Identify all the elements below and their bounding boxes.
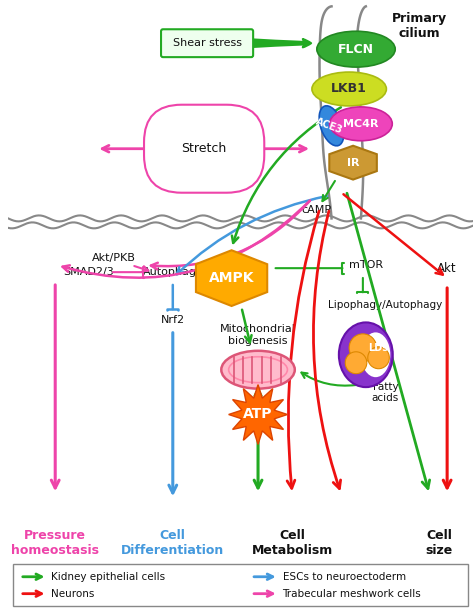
Text: Nrf2: Nrf2 bbox=[161, 315, 185, 325]
Text: Autophagy: Autophagy bbox=[143, 267, 203, 277]
Ellipse shape bbox=[317, 31, 395, 67]
Text: Lipophagy/Autophagy: Lipophagy/Autophagy bbox=[328, 300, 443, 310]
Text: mTOR: mTOR bbox=[349, 260, 383, 270]
Text: Cell
size: Cell size bbox=[426, 529, 453, 557]
Ellipse shape bbox=[329, 107, 392, 141]
Text: Neurons: Neurons bbox=[51, 589, 95, 598]
Text: Mitochondrial
biogenesis: Mitochondrial biogenesis bbox=[220, 324, 296, 346]
Ellipse shape bbox=[339, 323, 393, 387]
Text: ESCs to neuroectoderm: ESCs to neuroectoderm bbox=[283, 572, 406, 582]
Text: FLCN: FLCN bbox=[338, 43, 374, 56]
Text: ACE3: ACE3 bbox=[315, 117, 345, 135]
Text: Trabecular meshwork cells: Trabecular meshwork cells bbox=[283, 589, 421, 598]
Text: MC4R: MC4R bbox=[343, 119, 379, 129]
Polygon shape bbox=[196, 250, 267, 306]
FancyBboxPatch shape bbox=[13, 564, 468, 606]
Ellipse shape bbox=[312, 72, 386, 106]
Text: Cell
Differentiation: Cell Differentiation bbox=[121, 529, 224, 557]
Polygon shape bbox=[228, 385, 287, 444]
Text: Shear stress: Shear stress bbox=[173, 38, 242, 48]
Ellipse shape bbox=[221, 351, 295, 389]
Text: ATP: ATP bbox=[243, 407, 273, 422]
Ellipse shape bbox=[368, 347, 389, 368]
Text: Akt/PKB: Akt/PKB bbox=[92, 253, 136, 263]
Text: LKB1: LKB1 bbox=[331, 82, 367, 96]
Text: Akt: Akt bbox=[438, 262, 457, 274]
Text: Cell
Metabolism: Cell Metabolism bbox=[252, 529, 333, 557]
Text: AMPK: AMPK bbox=[209, 271, 255, 285]
Text: Stretch: Stretch bbox=[182, 142, 227, 155]
Text: Primary
cilium: Primary cilium bbox=[392, 12, 447, 40]
Text: cAMP: cAMP bbox=[302, 206, 332, 215]
Text: Kidney epithelial cells: Kidney epithelial cells bbox=[51, 572, 165, 582]
Ellipse shape bbox=[345, 352, 367, 374]
Ellipse shape bbox=[349, 334, 376, 362]
FancyBboxPatch shape bbox=[161, 29, 253, 57]
Text: Fatty
acids: Fatty acids bbox=[372, 382, 399, 403]
Text: IR: IR bbox=[347, 157, 359, 168]
Ellipse shape bbox=[319, 106, 344, 146]
Text: SMAD2/3: SMAD2/3 bbox=[63, 267, 114, 277]
Text: Pressure
homeostasis: Pressure homeostasis bbox=[11, 529, 99, 557]
Ellipse shape bbox=[361, 332, 390, 377]
Polygon shape bbox=[329, 146, 377, 179]
Text: LDs: LDs bbox=[369, 343, 389, 353]
